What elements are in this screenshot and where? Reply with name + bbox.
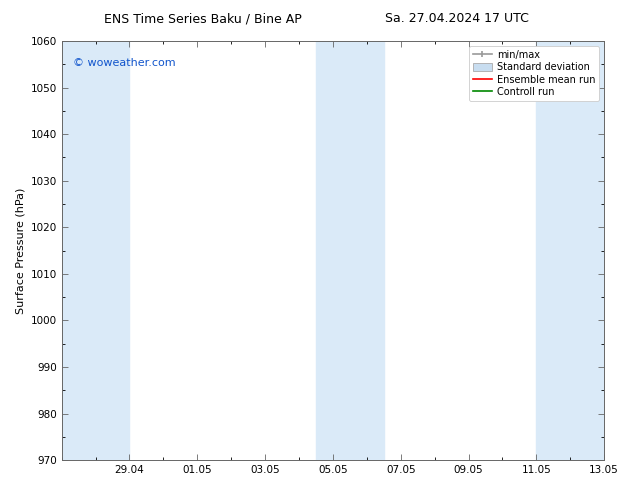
- Y-axis label: Surface Pressure (hPa): Surface Pressure (hPa): [15, 187, 25, 314]
- Legend: min/max, Standard deviation, Ensemble mean run, Controll run: min/max, Standard deviation, Ensemble me…: [469, 46, 599, 101]
- Text: ENS Time Series Baku / Bine AP: ENS Time Series Baku / Bine AP: [104, 12, 302, 25]
- Bar: [61, 41, 129, 460]
- Bar: [316, 41, 384, 460]
- Text: Sa. 27.04.2024 17 UTC: Sa. 27.04.2024 17 UTC: [385, 12, 528, 25]
- Bar: [536, 41, 604, 460]
- Text: © woweather.com: © woweather.com: [72, 58, 175, 68]
